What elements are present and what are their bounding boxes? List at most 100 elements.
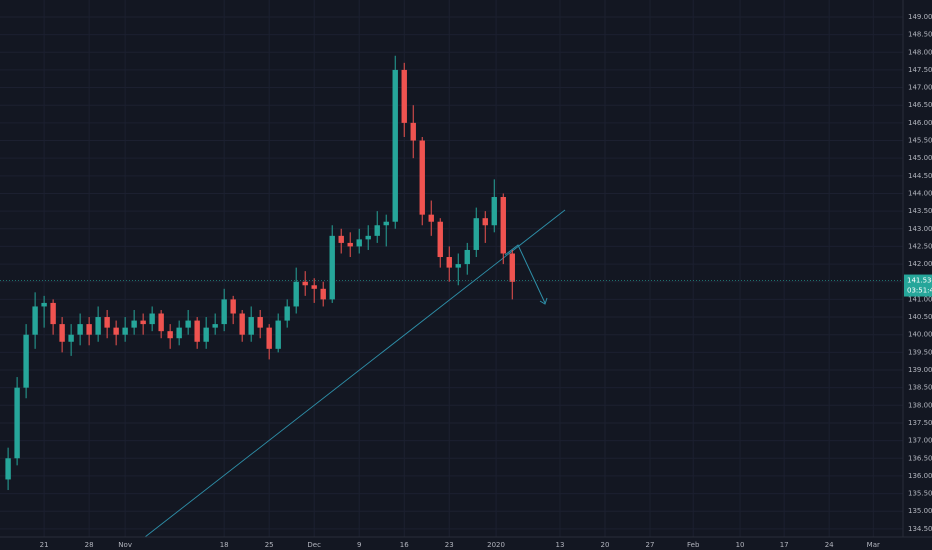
y-tick-label: 149.000 xyxy=(908,13,932,21)
candle-body xyxy=(275,320,281,349)
y-tick-label: 134.500 xyxy=(908,525,932,533)
candle-body xyxy=(176,327,182,339)
candle-body xyxy=(158,313,164,332)
candle-body xyxy=(320,288,326,300)
candle-body xyxy=(86,324,92,335)
candle-body xyxy=(149,313,155,325)
x-tick-label: 9 xyxy=(357,541,361,549)
candle-body xyxy=(455,264,461,268)
candle-body xyxy=(41,302,47,307)
axes: 134.500 135.000 135.500 136.000 136.500 137.0… xyxy=(0,13,932,549)
candle-body xyxy=(221,299,227,325)
candles xyxy=(5,55,515,491)
y-tick-label: 148.000 xyxy=(908,48,932,56)
candle-body xyxy=(329,235,335,300)
y-tick-label: 146.000 xyxy=(908,119,932,127)
trend-line xyxy=(144,209,566,538)
x-tick-label: 16 xyxy=(400,541,409,549)
y-tick-label: 140.500 xyxy=(908,313,932,321)
candle-body xyxy=(437,221,443,258)
candle-body xyxy=(428,214,434,222)
candle-body xyxy=(482,218,488,226)
x-tick-label: 18 xyxy=(220,541,229,549)
y-tick-label: 135.000 xyxy=(908,507,932,515)
candle-body xyxy=(185,320,191,328)
candle-body xyxy=(230,299,236,314)
countdown-label: 03:51:42 xyxy=(907,287,932,295)
x-tick-label: Mar xyxy=(867,541,880,549)
y-tick-label: 147.500 xyxy=(908,66,932,74)
y-tick-label: 145.000 xyxy=(908,154,932,162)
candle-body xyxy=(491,197,497,226)
candle-body xyxy=(50,302,56,325)
y-tick-label: 138.000 xyxy=(908,401,932,409)
grid xyxy=(0,0,903,537)
y-tick-label: 148.500 xyxy=(908,31,932,39)
candle-body xyxy=(266,327,272,349)
candle-body xyxy=(32,306,38,335)
candle-body xyxy=(500,197,506,254)
candle-body xyxy=(365,235,371,240)
candle-body xyxy=(356,239,362,247)
projection-path xyxy=(504,244,546,304)
candle-body xyxy=(122,327,128,335)
candle-body xyxy=(464,249,470,265)
y-tick-label: 142.500 xyxy=(908,242,932,250)
x-tick-label: 20 xyxy=(601,541,610,549)
y-tick-label: 136.000 xyxy=(908,472,932,480)
y-tick-label: 138.500 xyxy=(908,384,932,392)
y-tick-label: 137.000 xyxy=(908,437,932,445)
y-tick-label: 139.500 xyxy=(908,348,932,356)
candle-body xyxy=(104,317,110,328)
candle-body xyxy=(23,334,29,388)
candle-body xyxy=(284,306,290,321)
y-tick-label: 145.500 xyxy=(908,137,932,145)
candle-body xyxy=(302,281,308,286)
candle-body xyxy=(131,320,137,328)
candle-body xyxy=(338,235,344,243)
candle-body xyxy=(140,320,146,325)
x-tick-label: 25 xyxy=(265,541,274,549)
x-tick-label: 27 xyxy=(646,541,655,549)
y-tick-label: 143.500 xyxy=(908,207,932,215)
y-tick-label: 141.000 xyxy=(908,295,932,303)
candle-body xyxy=(446,257,452,268)
last-price-label: 141.534 xyxy=(907,277,932,285)
projection-arrow xyxy=(539,297,548,305)
last-price-tag xyxy=(904,274,932,297)
y-tick-label: 135.500 xyxy=(908,490,932,498)
x-tick-label: 17 xyxy=(780,541,789,549)
candle-body xyxy=(410,122,416,141)
candle-body xyxy=(509,253,515,282)
x-tick-label: 13 xyxy=(556,541,565,549)
candle-body xyxy=(95,317,101,335)
x-tick-label: 28 xyxy=(85,541,94,549)
x-tick-label: Feb xyxy=(687,541,700,549)
candle-body xyxy=(401,69,407,123)
y-tick-label: 146.500 xyxy=(908,101,932,109)
candle-body xyxy=(68,334,74,342)
x-tick-label: 23 xyxy=(445,541,454,549)
x-tick-label: 2020 xyxy=(487,541,505,549)
candle-body xyxy=(239,313,245,335)
candle-body xyxy=(113,327,119,335)
x-tick-label: 21 xyxy=(40,541,49,549)
y-tick-label: 139.000 xyxy=(908,366,932,374)
y-tick-label: 142.000 xyxy=(908,260,932,268)
candle-body xyxy=(383,221,389,226)
candle-body xyxy=(194,320,200,342)
candle-body xyxy=(374,225,380,236)
candle-body xyxy=(77,324,83,335)
candle-body xyxy=(212,324,218,328)
x-tick-label: Dec xyxy=(307,541,321,549)
y-tick-label: 144.500 xyxy=(908,172,932,180)
candle-body xyxy=(5,458,11,480)
candle-body xyxy=(167,331,173,339)
y-tick-label: 144.000 xyxy=(908,189,932,197)
candle-body xyxy=(311,285,317,289)
y-tick-label: 137.500 xyxy=(908,419,932,427)
candle-body xyxy=(257,317,263,328)
